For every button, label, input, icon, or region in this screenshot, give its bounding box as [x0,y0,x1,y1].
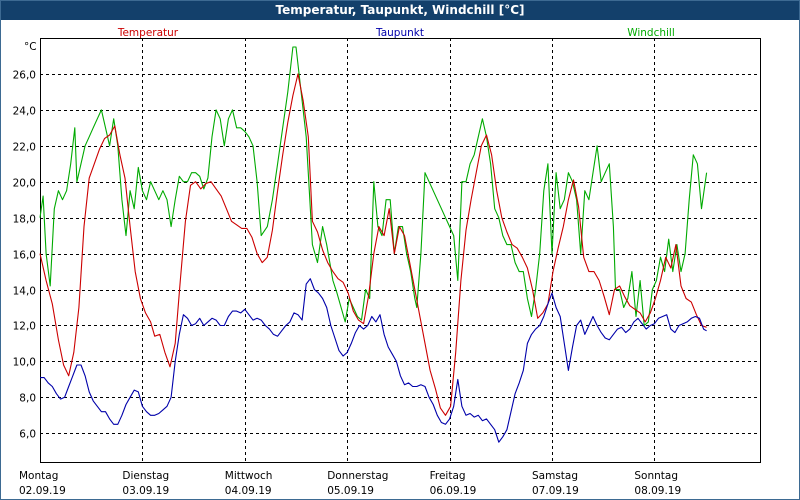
x-day-label: Montag [19,470,58,482]
x-date-label: 06.09.19 [430,485,477,497]
chart-title: Temperatur, Taupunkt, Windchill [°C] [1,1,799,20]
x-date-label: 08.09.19 [634,485,681,497]
x-day-label: Sonntag [634,470,678,482]
x-day-label: Mittwoch [225,470,273,482]
x-day-label: Freitag [430,470,466,482]
y-tick-label: 22,0 [13,142,36,154]
grid [40,38,760,462]
y-tick-label: 8,0 [19,393,36,405]
x-day-label: Samstag [532,470,578,482]
y-tick-label: 26,0 [13,70,36,82]
y-tick-label: 18,0 [13,214,36,226]
legend-windchill: Windchill [627,27,675,39]
legend-temperatur: Temperatur [117,27,179,39]
y-unit-label: °C [24,41,37,53]
y-tick-label: 24,0 [13,106,36,118]
series-group [39,46,708,443]
series-line-windchill [39,46,708,327]
series-line-taupunkt [40,278,707,443]
legend-taupunkt: Taupunkt [375,27,424,39]
x-date-label: 02.09.19 [19,485,66,497]
x-date-label: 04.09.19 [225,485,272,497]
y-tick-label: 20,0 [13,178,36,190]
y-tick-label: 14,0 [13,286,36,298]
y-tick-label: 16,0 [13,250,36,262]
x-date-label: 03.09.19 [122,485,169,497]
x-date-label: 05.09.19 [327,485,374,497]
series-line-temperatur [39,73,707,416]
y-tick-label: 10,0 [13,357,36,369]
x-day-label: Donnerstag [327,470,388,482]
x-day-label: Dienstag [122,470,169,482]
y-tick-label: 6,0 [19,429,36,441]
plot-border [40,38,761,463]
axis-labels: 6,0 8,0 10,0 12,0 14,0 16,0 18,0 20,0 22,0 24,0 26… [13,27,682,497]
y-tick-label: 12,0 [13,321,36,333]
x-date-label: 07.09.19 [532,485,579,497]
